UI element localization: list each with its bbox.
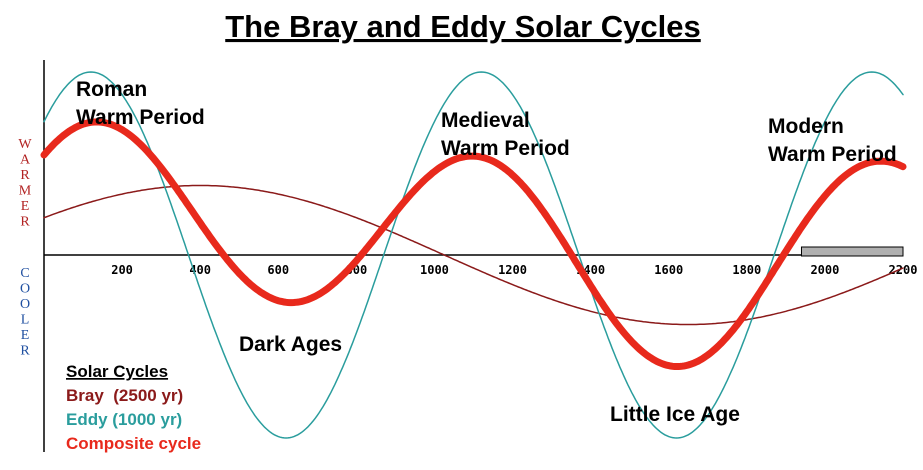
annotation-medieval: Medieval Warm Period	[441, 109, 570, 160]
series-lines	[40, 71, 907, 439]
cooler-label-letter: O	[20, 282, 30, 297]
cooler-label-letter: L	[21, 313, 30, 328]
warmer-label-letter: W	[18, 137, 32, 152]
warmer-label-letter: R	[20, 168, 30, 183]
x-tick-label: 2000	[810, 263, 839, 277]
annotation-medieval-line-1: Medieval	[441, 109, 530, 132]
annotation-little-ice-age: Little Ice Age	[610, 403, 740, 426]
warmer-label-letter: R	[20, 215, 30, 230]
warmer-label-letter: E	[21, 199, 30, 214]
x-tick-label: 1000	[420, 263, 449, 277]
legend-entry-composite: Composite cycle	[66, 434, 201, 453]
legend-entry-eddy: Eddy (1000 yr)	[66, 410, 182, 429]
annotation-roman-line-2: Warm Period	[76, 106, 205, 129]
annotations: Roman Warm Period Medieval Warm Period M…	[76, 78, 897, 426]
legend-entry-bray: Bray (2500 yr)	[66, 386, 183, 405]
annotation-medieval-line-2: Warm Period	[441, 137, 570, 160]
annotation-dark-ages: Dark Ages	[239, 333, 342, 356]
x-tick-label: 200	[111, 263, 133, 277]
annotation-modern-line-2: Warm Period	[768, 143, 897, 166]
annotation-modern: Modern Warm Period	[768, 115, 897, 166]
cooler-label-letter: E	[21, 328, 30, 343]
x-tick-label: 1200	[498, 263, 527, 277]
warmer-label-letter: A	[20, 153, 31, 168]
cooler-label-letter: C	[20, 266, 29, 281]
warmer-label-letter: M	[19, 184, 32, 199]
x-tick-label: 600	[267, 263, 289, 277]
legend: Solar Cycles Bray (2500 yr) Eddy (1000 y…	[66, 362, 201, 453]
chart-title: The Bray and Eddy Solar Cycles	[225, 9, 701, 44]
cooler-label-letter: R	[20, 344, 30, 359]
annotation-roman-line-1: Roman	[76, 78, 147, 101]
axes	[43, 60, 903, 452]
x-tick-label: 1600	[654, 263, 683, 277]
cooler-label-letter: O	[20, 297, 30, 312]
series-line-bray	[43, 184, 904, 326]
x-tick-label: 2200	[889, 263, 918, 277]
x-tick-label: 1800	[732, 263, 761, 277]
legend-title: Solar Cycles	[66, 362, 168, 381]
annotation-roman: Roman Warm Period	[76, 78, 205, 129]
modern-period-bar	[800, 246, 904, 257]
annotation-modern-line-1: Modern	[768, 115, 844, 138]
series-line-composite	[40, 118, 907, 370]
